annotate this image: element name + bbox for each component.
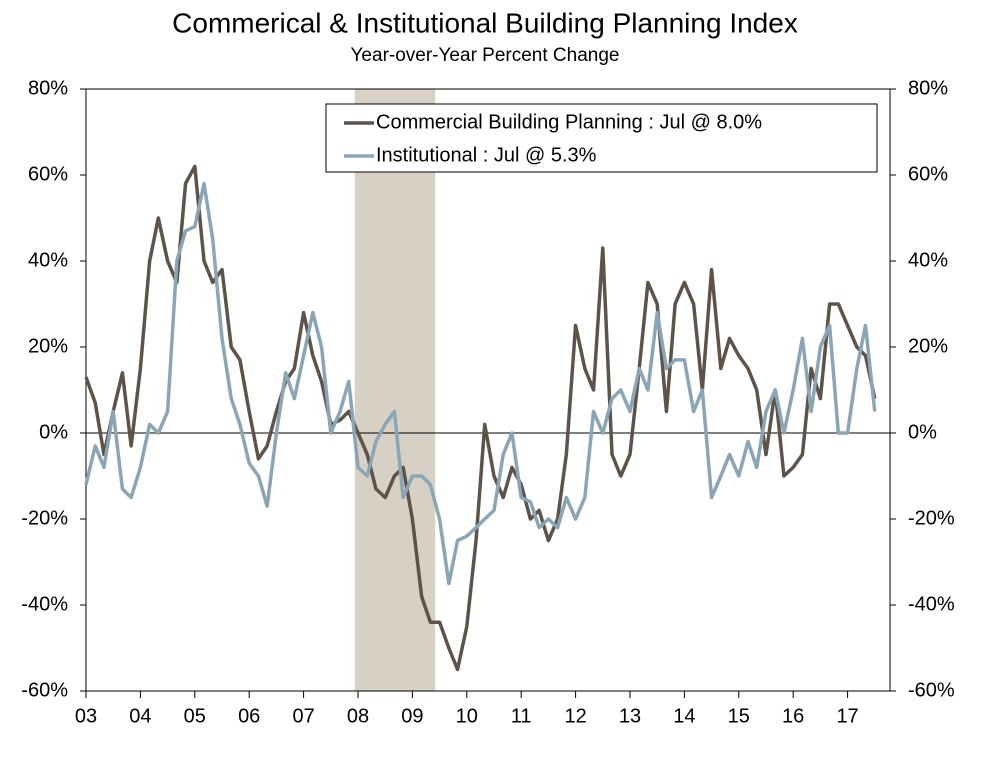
x-tick-label: 12 bbox=[564, 705, 586, 727]
series-line bbox=[84, 181, 877, 586]
y-tick-label: -40% bbox=[21, 593, 68, 615]
y2-tick-label: -40% bbox=[908, 593, 955, 615]
legend-label: Institutional : Jul @ 5.3% bbox=[376, 144, 597, 166]
x-tick-label: 13 bbox=[619, 705, 641, 727]
y2-tick-label: 80% bbox=[908, 77, 948, 99]
x-tick-label: 15 bbox=[728, 705, 750, 727]
x-tick-label: 17 bbox=[836, 705, 858, 727]
y2-tick-label: -60% bbox=[908, 679, 955, 701]
y2-tick-label: 40% bbox=[908, 249, 948, 271]
x-tick-label: 09 bbox=[401, 705, 423, 727]
x-tick-label: 06 bbox=[238, 705, 260, 727]
x-tick-label: 03 bbox=[75, 705, 97, 727]
y-tick-label: 60% bbox=[28, 163, 68, 185]
series-line bbox=[84, 164, 877, 672]
chart-title: Commerical & Institutional Building Plan… bbox=[172, 7, 798, 38]
x-tick-label: 05 bbox=[184, 705, 206, 727]
chart-subtitle: Year-over-Year Percent Change bbox=[351, 45, 620, 66]
x-tick-label: 04 bbox=[129, 705, 151, 727]
y2-tick-label: 20% bbox=[908, 335, 948, 357]
y-tick-label: 40% bbox=[28, 249, 68, 271]
x-tick-label: 08 bbox=[347, 705, 369, 727]
y2-tick-label: 0% bbox=[908, 421, 937, 443]
legend-label: Commercial Building Planning : Jul @ 8.0… bbox=[376, 111, 762, 133]
x-tick-label: 14 bbox=[673, 705, 695, 727]
x-tick-label: 10 bbox=[456, 705, 478, 727]
x-tick-label: 07 bbox=[292, 705, 314, 727]
x-tick-label: 11 bbox=[511, 705, 532, 727]
y-tick-label: 20% bbox=[28, 335, 68, 357]
y-tick-label: -20% bbox=[21, 507, 68, 529]
y-tick-label: 0% bbox=[39, 421, 68, 443]
y2-tick-label: -20% bbox=[908, 507, 955, 529]
x-tick-label: 16 bbox=[782, 705, 804, 727]
legend-box bbox=[325, 103, 878, 173]
y2-tick-label: 60% bbox=[908, 163, 948, 185]
y-tick-label: -60% bbox=[21, 679, 68, 701]
y-tick-label: 80% bbox=[28, 77, 68, 99]
plot-frame bbox=[85, 88, 891, 692]
